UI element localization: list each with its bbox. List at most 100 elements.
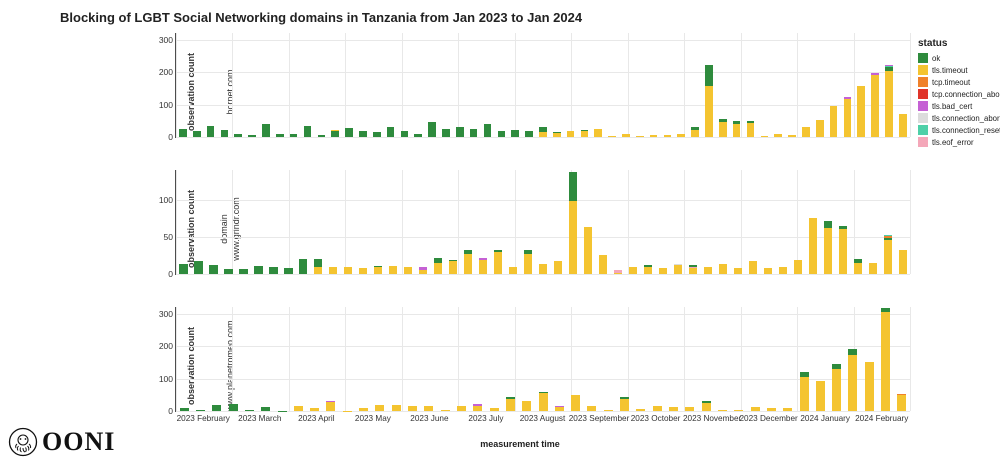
bar-slot-1-36[interactable]	[715, 170, 730, 274]
bar-slot-1-16[interactable]	[416, 170, 431, 274]
bar-0-50[interactable]	[871, 73, 879, 137]
bar-segment-tls-timeout[interactable]	[751, 407, 760, 411]
bar-segment-tls-timeout[interactable]	[747, 123, 755, 137]
bar-slot-0-33[interactable]	[633, 33, 647, 137]
bar-slot-1-27[interactable]	[581, 170, 596, 274]
bar-slot-1-3[interactable]	[221, 170, 236, 274]
bar-slot-0-11[interactable]	[328, 33, 342, 137]
bar-2-16[interactable]	[441, 410, 450, 411]
bar-segment-tls-timeout[interactable]	[539, 393, 548, 411]
bar-1-20[interactable]	[479, 258, 487, 274]
bar-segment-tls-timeout[interactable]	[629, 267, 637, 274]
bar-0-14[interactable]	[373, 132, 381, 137]
bar-slot-0-44[interactable]	[785, 33, 799, 137]
bar-slot-2-42[interactable]	[861, 307, 877, 411]
bar-1-25[interactable]	[554, 261, 562, 274]
bar-1-45[interactable]	[854, 259, 862, 274]
bar-slot-0-52[interactable]	[896, 33, 910, 137]
bar-2-3[interactable]	[229, 404, 238, 411]
bar-segment-ok[interactable]	[511, 130, 519, 137]
bar-slot-0-19[interactable]	[439, 33, 453, 137]
bar-slot-0-2[interactable]	[204, 33, 218, 137]
bar-segment-ok[interactable]	[193, 131, 201, 137]
bar-segment-ok[interactable]	[239, 269, 247, 274]
bar-slot-1-40[interactable]	[775, 170, 790, 274]
bar-segment-tls-timeout[interactable]	[897, 395, 906, 411]
bar-slot-1-13[interactable]	[371, 170, 386, 274]
bar-1-16[interactable]	[419, 267, 427, 274]
bar-2-21[interactable]	[522, 401, 531, 411]
bar-segment-tls-timeout[interactable]	[424, 406, 433, 411]
bar-slot-1-20[interactable]	[476, 170, 491, 274]
bar-segment-tls-timeout[interactable]	[374, 267, 382, 274]
bar-1-32[interactable]	[659, 268, 667, 274]
bar-segment-ok[interactable]	[414, 134, 422, 137]
bar-slot-0-34[interactable]	[647, 33, 661, 137]
bar-segment-tls-timeout[interactable]	[344, 267, 352, 274]
bar-slot-0-26[interactable]	[536, 33, 550, 137]
bar-1-40[interactable]	[779, 267, 787, 274]
bar-segment-tls-timeout[interactable]	[329, 267, 337, 274]
bar-segment-tls-timeout[interactable]	[865, 362, 874, 411]
bar-1-12[interactable]	[359, 268, 367, 274]
bar-2-28[interactable]	[636, 409, 645, 411]
bar-1-48[interactable]	[899, 250, 907, 274]
bar-1-21[interactable]	[494, 250, 502, 274]
bar-slot-1-32[interactable]	[656, 170, 671, 274]
bar-segment-tls-timeout[interactable]	[464, 254, 472, 274]
bar-slot-2-35[interactable]	[747, 307, 763, 411]
bar-0-31[interactable]	[608, 136, 616, 137]
bar-segment-tls-timeout[interactable]	[604, 410, 613, 411]
bar-0-0[interactable]	[179, 129, 187, 137]
bar-segment-ok[interactable]	[569, 172, 577, 202]
bar-segment-ok[interactable]	[705, 65, 713, 86]
bar-slot-0-31[interactable]	[605, 33, 619, 137]
bar-slot-1-18[interactable]	[446, 170, 461, 274]
bar-segment-tls-timeout[interactable]	[718, 410, 727, 411]
bar-segment-tls-timeout[interactable]	[650, 135, 658, 137]
bar-slot-0-47[interactable]	[827, 33, 841, 137]
bar-slot-1-39[interactable]	[760, 170, 775, 274]
bar-slot-2-37[interactable]	[780, 307, 796, 411]
bar-segment-tls-timeout[interactable]	[899, 114, 907, 137]
bar-segment-tls-timeout[interactable]	[783, 408, 792, 411]
bar-0-12[interactable]	[345, 128, 353, 137]
bar-segment-tls-timeout[interactable]	[449, 261, 457, 274]
bar-segment-tls-timeout[interactable]	[832, 369, 841, 411]
bar-slot-0-32[interactable]	[619, 33, 633, 137]
bar-1-14[interactable]	[389, 266, 397, 274]
bar-segment-ok[interactable]	[261, 407, 270, 411]
bar-slot-2-9[interactable]	[323, 307, 339, 411]
bar-segment-ok[interactable]	[318, 135, 326, 137]
bar-segment-tls-timeout[interactable]	[704, 267, 712, 274]
bar-0-17[interactable]	[414, 134, 422, 137]
bar-slot-1-44[interactable]	[835, 170, 850, 274]
bar-segment-tls-timeout[interactable]	[653, 406, 662, 411]
bar-segment-tls-timeout[interactable]	[685, 407, 694, 411]
bar-0-30[interactable]	[594, 129, 602, 137]
bar-0-45[interactable]	[802, 127, 810, 137]
bar-slot-1-37[interactable]	[730, 170, 745, 274]
bar-2-7[interactable]	[294, 406, 303, 411]
bar-2-42[interactable]	[865, 362, 874, 411]
bar-slot-2-19[interactable]	[486, 307, 502, 411]
bar-segment-ok[interactable]	[304, 126, 312, 137]
bar-slot-2-30[interactable]	[665, 307, 681, 411]
bar-segment-tls-timeout[interactable]	[408, 406, 417, 411]
bar-slot-0-28[interactable]	[564, 33, 578, 137]
bar-segment-tls-timeout[interactable]	[767, 408, 776, 411]
bar-1-0[interactable]	[179, 264, 187, 274]
bar-slot-1-23[interactable]	[521, 170, 536, 274]
bar-0-2[interactable]	[207, 126, 215, 137]
bar-slot-0-12[interactable]	[342, 33, 356, 137]
bar-slot-1-12[interactable]	[356, 170, 371, 274]
bar-segment-tls-timeout[interactable]	[899, 250, 907, 274]
bar-segment-ok[interactable]	[209, 265, 217, 274]
bar-slot-0-20[interactable]	[453, 33, 467, 137]
bar-segment-tls-timeout[interactable]	[554, 261, 562, 274]
bar-slot-1-17[interactable]	[431, 170, 446, 274]
bar-segment-tls-timeout[interactable]	[506, 399, 515, 411]
bar-segment-tls-timeout[interactable]	[608, 136, 616, 137]
bar-1-18[interactable]	[449, 260, 457, 274]
bar-segment-tls-timeout[interactable]	[749, 261, 757, 274]
